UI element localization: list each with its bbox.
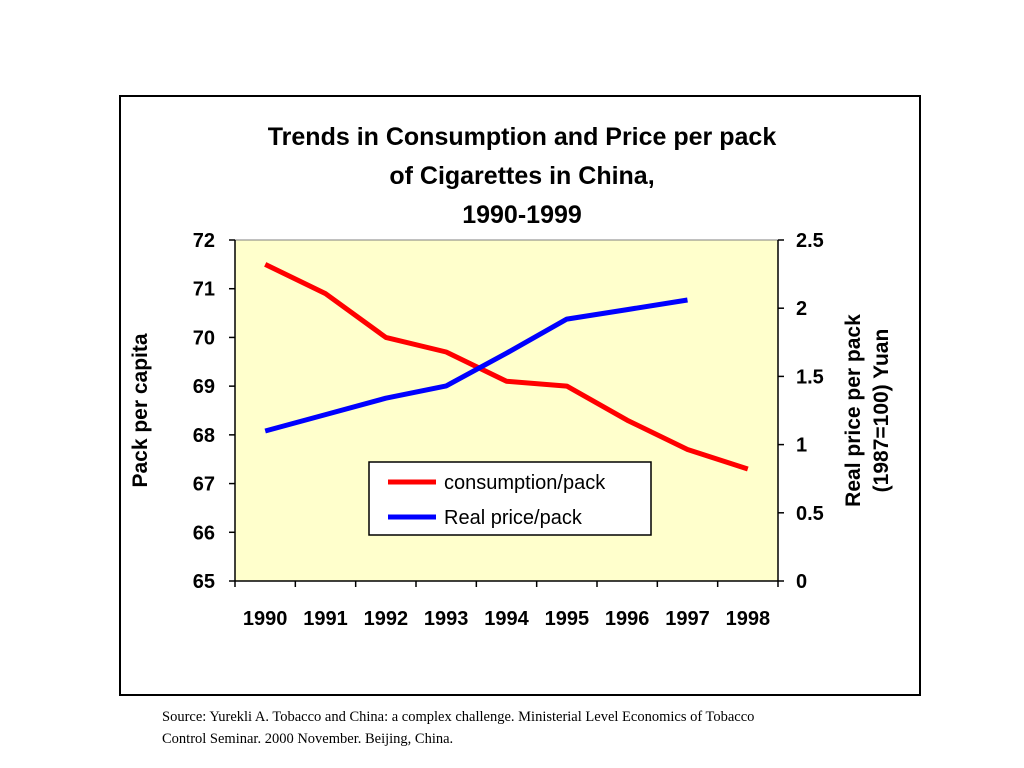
x-axis-tick-label: 1996	[605, 608, 650, 630]
right-axis-tick-label: 2.5	[796, 230, 824, 252]
series-line	[264, 262, 749, 472]
left-axis-tick-label: 69	[193, 376, 215, 398]
source-note-line: Control Seminar. 2000 November. Beijing,…	[162, 731, 454, 747]
legend-label: Real price/pack	[444, 507, 583, 529]
left-axis-tick-label: 67	[193, 474, 215, 496]
source-note: Source: Yurekli A. Tobacco and China: a …	[162, 706, 902, 750]
left-axis-label: Pack per capita	[129, 333, 152, 487]
left-axis-tick-label: 70	[193, 327, 215, 349]
right-axis-tick-label: 0	[796, 571, 807, 593]
legend-box	[368, 461, 652, 536]
right-axis-label-line: (1987=100) Yuan	[870, 329, 893, 493]
right-axis-tick-label: 1.5	[796, 366, 824, 388]
left-axis-tick-label: 68	[193, 425, 215, 447]
x-axis-tick-label: 1995	[545, 608, 590, 630]
line-chart: Trends in Consumption and Price per pack…	[129, 123, 893, 630]
chart-title-line: 1990-1999	[462, 201, 582, 229]
x-axis-tick-label: 1993	[424, 608, 469, 630]
x-axis-tick-label: 1998	[726, 608, 771, 630]
chart-title-line: of Cigarettes in China,	[389, 162, 654, 190]
left-axis-tick-label: 66	[193, 522, 215, 544]
chart-frame: Trends in Consumption and Price per pack…	[119, 95, 921, 696]
x-axis-tick-label: 1994	[484, 608, 529, 630]
right-axis-tick-label: 1	[796, 435, 807, 457]
x-axis-tick-label: 1990	[243, 608, 288, 630]
x-axis-tick-label: 1997	[665, 608, 710, 630]
source-note-line: Source: Yurekli A. Tobacco and China: a …	[162, 709, 755, 725]
left-axis-tick-label: 65	[193, 571, 215, 593]
left-axis-tick-label: 71	[193, 279, 215, 301]
series-line	[264, 297, 688, 434]
chart-title-line: Trends in Consumption and Price per pack	[268, 123, 777, 151]
x-axis-tick-label: 1992	[364, 608, 409, 630]
right-axis-label-line: Real price per pack	[842, 314, 865, 507]
right-axis-tick-label: 2	[796, 298, 807, 320]
right-axis-tick-label: 0.5	[796, 503, 824, 525]
left-axis-tick-label: 72	[193, 230, 215, 252]
legend-label: consumption/pack	[444, 472, 606, 494]
x-axis-tick-label: 1991	[303, 608, 348, 630]
